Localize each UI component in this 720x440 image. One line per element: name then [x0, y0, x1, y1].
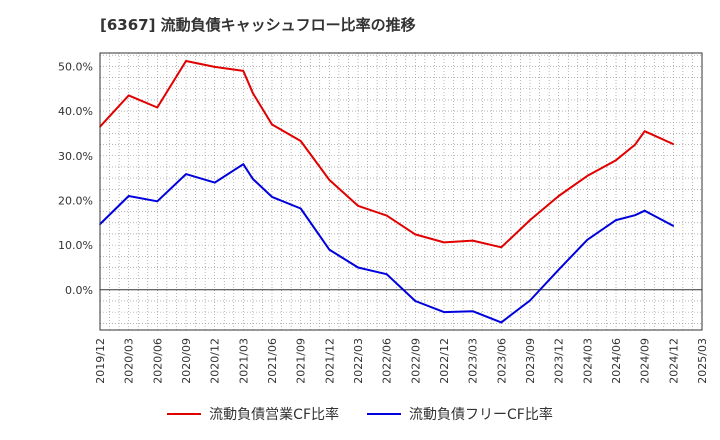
- x-tick-label: 2023/06: [495, 338, 508, 384]
- data-point: [443, 241, 445, 244]
- data-point: [242, 163, 245, 165]
- data-point: [299, 140, 302, 142]
- data-point: [385, 273, 388, 276]
- data-point: [252, 178, 254, 180]
- data-point: [271, 196, 273, 198]
- y-tick-label: 40.0%: [58, 105, 93, 118]
- axis-layer: 0.0% 10.0% 20.0% 30.0% 40.0% 50.0% 2019/12 2020…: [58, 52, 709, 384]
- x-tick-label: 2022/09: [409, 338, 422, 384]
- data-point: [127, 94, 130, 97]
- series-layer: [99, 60, 675, 324]
- x-tick-label: 2024/12: [667, 338, 680, 384]
- series-line-2: [99, 163, 674, 324]
- x-tick-label: 2021/09: [295, 338, 308, 384]
- data-point: [213, 66, 216, 68]
- data-point: [357, 266, 359, 269]
- x-tick-label: 2020/09: [180, 338, 193, 384]
- series-line-1: [99, 60, 674, 249]
- chart-title: [6367] 流動負債キャッシュフロー比率の推移: [100, 16, 416, 34]
- data-point: [185, 173, 187, 175]
- data-point: [586, 175, 589, 177]
- x-tick-label: 2019/12: [94, 338, 107, 384]
- data-point: [529, 299, 531, 302]
- legend-item-operating-cf: 流動負債営業CF比率: [167, 404, 339, 424]
- data-point: [357, 205, 359, 207]
- data-point: [500, 321, 503, 324]
- data-point: [328, 248, 331, 251]
- x-tick-label: 2020/12: [209, 338, 222, 384]
- data-point: [414, 233, 417, 236]
- x-tick-label: 2022/06: [381, 338, 394, 384]
- x-tick-label: 2022/03: [352, 338, 365, 384]
- x-tick-label: 2023/09: [524, 338, 537, 384]
- x-tick-label: 2025/03: [696, 338, 709, 384]
- data-point: [328, 179, 331, 181]
- data-point: [242, 70, 245, 72]
- legend-item-free-cf: 流動負債フリーCF比率: [367, 404, 553, 424]
- x-tick-label: 2024/09: [639, 338, 652, 384]
- data-point: [185, 60, 187, 62]
- data-point: [586, 239, 589, 241]
- legend: 流動負債営業CF比率 流動負債フリーCF比率: [0, 404, 720, 424]
- data-point: [471, 310, 474, 313]
- legend-swatch-free-cf: [367, 413, 401, 415]
- x-tick-label: 2024/03: [581, 338, 594, 384]
- data-point: [414, 300, 417, 302]
- x-tick-label: 2020/06: [151, 338, 164, 384]
- data-point: [529, 219, 531, 221]
- data-point: [443, 311, 445, 313]
- data-point: [634, 143, 636, 146]
- data-point: [213, 181, 216, 184]
- data-point: [299, 207, 302, 210]
- x-tick-label: 2020/03: [123, 338, 136, 384]
- data-point: [271, 123, 273, 126]
- y-tick-label: 0.0%: [65, 284, 93, 297]
- data-point: [557, 268, 560, 271]
- y-tick-label: 50.0%: [58, 60, 93, 73]
- data-point: [156, 200, 159, 203]
- data-point: [471, 239, 474, 242]
- legend-label-free-cf: 流動負債フリーCF比率: [409, 407, 553, 423]
- data-point: [643, 130, 646, 132]
- data-point: [615, 219, 617, 221]
- data-point: [500, 246, 503, 249]
- legend-swatch-operating-cf: [167, 413, 202, 415]
- x-tick-label: 2023/03: [467, 338, 480, 384]
- data-point: [557, 195, 560, 197]
- y-tick-label: 30.0%: [58, 150, 93, 163]
- y-tick-label: 20.0%: [58, 194, 93, 207]
- x-tick-label: 2021/06: [266, 338, 279, 384]
- data-point: [615, 159, 617, 161]
- data-point: [252, 92, 254, 94]
- data-point: [672, 225, 675, 227]
- x-tick-label: 2021/03: [237, 338, 250, 384]
- data-point: [643, 209, 646, 212]
- x-tick-label: 2022/12: [438, 338, 451, 384]
- data-point: [127, 195, 130, 197]
- data-point: [385, 214, 388, 217]
- legend-label-operating-cf: 流動負債営業CF比率: [209, 407, 339, 423]
- x-tick-label: 2024/06: [610, 338, 623, 384]
- y-tick-label: 10.0%: [58, 239, 93, 252]
- x-tick-label: 2021/12: [323, 338, 336, 384]
- data-point: [634, 214, 636, 216]
- data-point: [672, 143, 675, 145]
- x-tick-label: 2023/12: [553, 338, 566, 384]
- data-point: [156, 106, 159, 109]
- plot-frame: [99, 52, 703, 331]
